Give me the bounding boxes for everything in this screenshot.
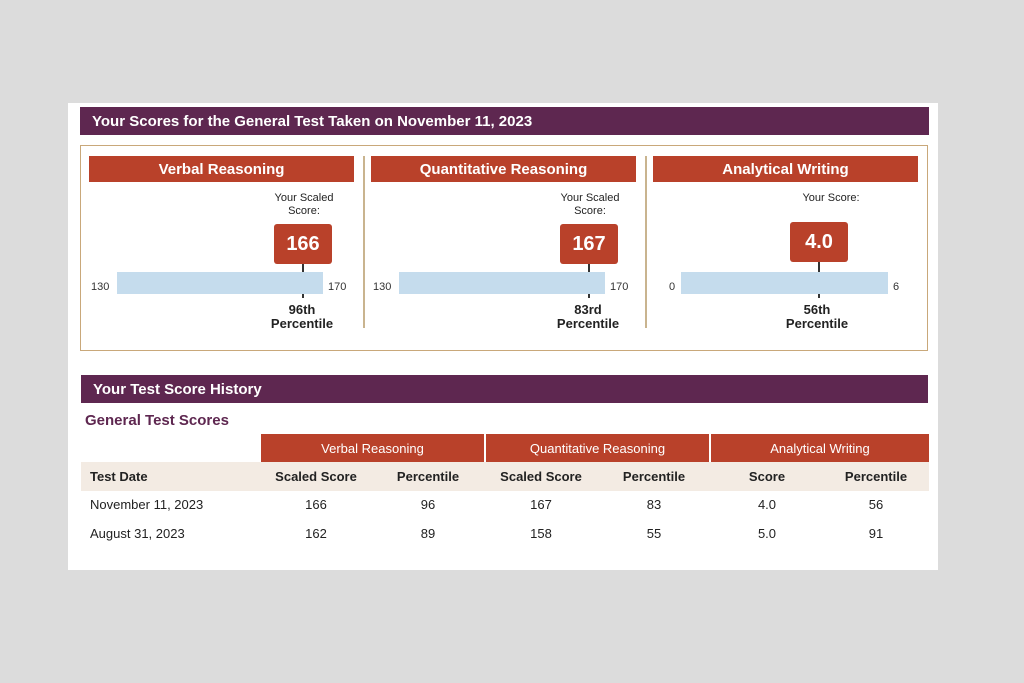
percentile-label: 83rd Percentile <box>543 303 633 331</box>
table-cell: 166 <box>305 497 327 512</box>
percentile-word: Percentile <box>785 316 849 331</box>
report-title-bar: Your Scores for the General Test Taken o… <box>80 107 929 135</box>
scale-min: 0 <box>669 281 676 293</box>
column-header: Percentile <box>396 469 460 484</box>
column-header: Test Date <box>90 469 148 484</box>
table-cell: 5.0 <box>757 526 777 541</box>
score-badge: 166 <box>274 224 332 264</box>
scale-min: 130 <box>373 281 392 293</box>
writing-section: Analytical Writing Your Score: 4.0 0 6 5… <box>647 146 927 350</box>
scale-max: 170 <box>610 281 629 293</box>
score-scale-bar <box>681 272 888 294</box>
table-cell: 4.0 <box>757 497 777 512</box>
percentile-word: Percentile <box>556 316 620 331</box>
history-subtitle: General Test Scores <box>85 412 229 429</box>
table-cell: 89 <box>420 526 436 541</box>
percentile-rank: 83rd <box>574 302 602 317</box>
score-badge: 167 <box>560 224 618 264</box>
score-caption: Your Scaled Score: <box>274 192 334 217</box>
percentile-label: 96th Percentile <box>257 303 347 331</box>
score-scale-bar <box>399 272 605 294</box>
quantitative-section: Quantitative Reasoning Your Scaled Score… <box>365 146 645 350</box>
table-cell: 83 <box>646 497 662 512</box>
scale-min: 130 <box>91 281 110 293</box>
percentile-word: Percentile <box>270 316 334 331</box>
column-header: Scaled Score <box>500 469 582 484</box>
column-header-row <box>81 462 929 491</box>
scores-panel: Verbal Reasoning Your Scaled Score: 166 … <box>80 145 928 351</box>
section-header: Analytical Writing <box>653 156 918 182</box>
score-badge: 4.0 <box>790 222 848 262</box>
scale-max: 6 <box>893 281 900 293</box>
table-cell: 162 <box>305 526 327 541</box>
percentile-rank: 56th <box>803 302 831 317</box>
history-title: Your Test Score History <box>93 380 262 398</box>
table-cell: 158 <box>530 526 552 541</box>
history-title-bar: Your Test Score History <box>81 375 928 403</box>
verbal-section: Verbal Reasoning Your Scaled Score: 166 … <box>81 146 363 350</box>
score-caption: Your Scaled Score: <box>560 192 620 217</box>
section-divider <box>645 156 647 328</box>
table-cell: 56 <box>868 497 884 512</box>
group-header-verbal: Verbal Reasoning <box>261 434 484 462</box>
table-cell: 91 <box>868 526 884 541</box>
table-cell-date: November 11, 2023 <box>90 497 204 512</box>
section-divider <box>363 156 365 328</box>
scale-max: 170 <box>328 281 347 293</box>
column-header: Scaled Score <box>275 469 357 484</box>
table-cell-date: August 31, 2023 <box>90 526 185 541</box>
score-caption: Your Score: <box>802 192 860 204</box>
section-header: Verbal Reasoning <box>89 156 354 182</box>
column-header: Percentile <box>844 469 908 484</box>
score-report-card: Your Scores for the General Test Taken o… <box>68 103 938 570</box>
report-title: Your Scores for the General Test Taken o… <box>92 112 533 130</box>
score-scale-bar <box>117 272 323 294</box>
group-header-quant: Quantitative Reasoning <box>486 434 709 462</box>
percentile-rank: 96th <box>288 302 316 317</box>
table-cell: 167 <box>530 497 552 512</box>
column-header: Percentile <box>622 469 686 484</box>
section-header: Quantitative Reasoning <box>371 156 636 182</box>
table-cell: 96 <box>420 497 436 512</box>
table-cell: 55 <box>646 526 662 541</box>
percentile-label: 56th Percentile <box>772 303 862 331</box>
group-header-writing: Analytical Writing <box>711 434 929 462</box>
column-header: Score <box>748 469 786 484</box>
